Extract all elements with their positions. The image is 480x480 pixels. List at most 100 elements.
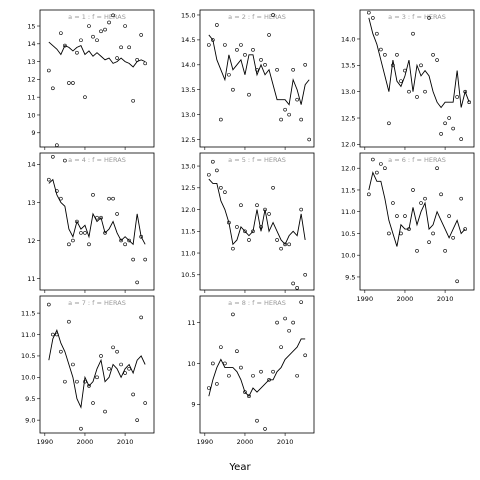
data-point	[79, 231, 83, 235]
panel-2: a = 4 : f = HERAS 11 12 13 14	[27, 152, 155, 293]
data-point	[295, 97, 299, 102]
data-point	[211, 159, 215, 164]
data-point	[207, 43, 211, 47]
data-point	[295, 373, 299, 378]
data-point	[243, 229, 247, 234]
data-point	[439, 192, 443, 197]
series-line	[208, 34, 310, 106]
y-tick-label: 10	[187, 360, 195, 368]
panel-frame	[39, 295, 155, 434]
data-point	[135, 58, 139, 62]
data-point	[411, 31, 415, 36]
data-point	[431, 52, 435, 57]
data-point	[279, 246, 283, 251]
panel-label: a = 2 : f = HERAS	[228, 13, 286, 21]
data-point	[91, 34, 95, 39]
data-point	[255, 418, 259, 423]
y-tick-label: 14.0	[181, 61, 195, 69]
panel-frame	[39, 9, 155, 148]
data-point	[139, 315, 143, 320]
data-point	[235, 225, 239, 229]
x-tick-label: 2000	[397, 295, 414, 303]
x-axis-title: Year	[228, 462, 251, 473]
data-point	[115, 349, 119, 354]
data-point	[239, 365, 243, 370]
y-tick-label: 9.5	[345, 273, 355, 281]
data-point	[135, 280, 139, 285]
y-tick-label: 10.0	[21, 374, 35, 382]
x-tick-label: 2010	[437, 295, 454, 303]
y-tick-label: 12	[27, 76, 35, 84]
data-point	[55, 332, 59, 337]
panel-frame	[199, 152, 315, 291]
data-point	[299, 117, 303, 122]
data-point	[95, 215, 99, 220]
data-point	[51, 332, 55, 337]
data-point	[387, 231, 391, 236]
data-point	[139, 234, 143, 239]
y-tick-label: 11	[27, 275, 35, 283]
data-point	[295, 286, 299, 290]
y-tick-label: 12.0	[181, 206, 195, 214]
data-point	[223, 190, 227, 194]
y-tick-label: 15	[27, 22, 35, 30]
data-point	[75, 50, 79, 55]
y-tick-label: 11.5	[181, 228, 195, 236]
y-tick-label: 11.5	[21, 309, 35, 317]
data-point	[291, 281, 295, 286]
data-point	[215, 168, 219, 173]
data-point	[211, 361, 215, 366]
data-point	[279, 117, 283, 122]
data-point	[63, 379, 67, 384]
y-tick-label: 9	[31, 129, 35, 137]
data-point	[103, 27, 107, 32]
data-point	[47, 68, 51, 73]
data-point	[263, 63, 267, 67]
data-point	[99, 29, 103, 34]
data-point	[443, 249, 447, 253]
data-point	[111, 13, 115, 18]
data-point	[99, 215, 103, 220]
data-point	[47, 302, 51, 307]
data-point	[443, 121, 447, 126]
x-tick-label: 2010	[117, 438, 134, 446]
data-point	[107, 366, 111, 371]
data-point	[231, 246, 235, 251]
x-tick-label: 1990	[37, 438, 54, 446]
data-point	[379, 162, 383, 166]
y-tick-label: 10.5	[21, 352, 35, 360]
y-tick-label: 13.5	[341, 62, 355, 70]
data-point	[291, 320, 295, 325]
x-tick-label: 1990	[197, 438, 214, 446]
y-tick-label: 14.5	[181, 36, 195, 44]
data-point	[75, 379, 79, 384]
data-point	[247, 394, 251, 398]
data-point	[131, 392, 135, 397]
data-point	[67, 81, 71, 85]
y-tick-label: 10.0	[341, 252, 355, 260]
data-point	[83, 231, 87, 235]
data-point	[51, 155, 55, 159]
data-point	[95, 38, 99, 43]
data-point	[303, 353, 307, 358]
data-point	[463, 89, 467, 94]
data-point	[67, 319, 71, 324]
data-point	[75, 219, 79, 224]
y-tick-label: 11	[187, 319, 195, 327]
data-point	[423, 196, 427, 201]
data-point	[79, 38, 83, 43]
y-tick-label: 12.5	[341, 114, 355, 122]
panel-1: a = 1 : f = HERAS 9 10 11 12 13 14 15	[27, 9, 155, 150]
data-point	[303, 272, 307, 277]
data-point	[395, 214, 399, 218]
data-point	[275, 320, 279, 325]
data-point	[143, 61, 147, 66]
data-point	[87, 384, 91, 388]
data-point	[447, 214, 451, 218]
data-point	[223, 361, 227, 366]
panel-4: a = 2 : f = HERAS 12.5 13.0 13.5 14.0 14.5 15.…	[181, 9, 315, 150]
data-point	[127, 238, 131, 243]
data-point	[419, 63, 423, 68]
data-point	[411, 188, 415, 192]
